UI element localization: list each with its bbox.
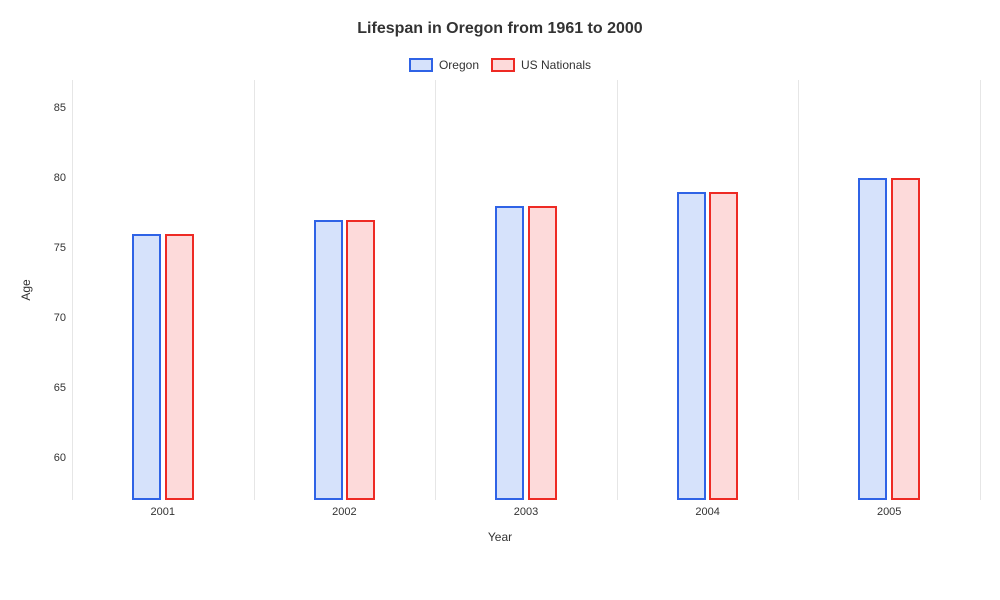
plot-area <box>72 80 980 500</box>
y-tick: 80 <box>54 172 66 184</box>
lifespan-chart: Lifespan in Oregon from 1961 to 2000 Ore… <box>0 0 1000 600</box>
x-tick: 2003 <box>514 506 538 518</box>
x-tick: 2001 <box>151 506 175 518</box>
x-tick: 2004 <box>695 506 719 518</box>
plot-zone: Age 606570758085 <box>20 80 980 500</box>
legend-label: Oregon <box>439 58 479 72</box>
category-group <box>798 80 980 500</box>
y-axis: 60 65 70 75 80 85 <box>20 80 72 500</box>
bar <box>528 206 557 500</box>
x-tick: 2005 <box>877 506 901 518</box>
bar <box>709 192 738 500</box>
legend-item: Oregon <box>409 58 479 72</box>
legend-swatch <box>491 58 515 72</box>
y-tick: 85 <box>54 102 66 114</box>
bar <box>891 178 920 500</box>
bar <box>132 234 161 500</box>
legend-label: US Nationals <box>521 58 591 72</box>
legend-item: US Nationals <box>491 58 591 72</box>
y-tick: 70 <box>54 312 66 324</box>
bar <box>165 234 194 500</box>
bar <box>677 192 706 500</box>
bar <box>495 206 524 500</box>
chart-title: Lifespan in Oregon from 1961 to 2000 <box>20 20 980 38</box>
y-tick: 65 <box>54 382 66 394</box>
y-tick: 60 <box>54 452 66 464</box>
legend-swatch <box>409 58 433 72</box>
bar <box>346 220 375 500</box>
x-axis-label: Year <box>20 530 980 544</box>
bar <box>314 220 343 500</box>
category-group <box>617 80 799 500</box>
category-group <box>72 80 254 500</box>
x-tick: 2002 <box>332 506 356 518</box>
bar <box>858 178 887 500</box>
y-tick: 75 <box>54 242 66 254</box>
grid-line <box>980 80 981 500</box>
legend: Oregon US Nationals <box>20 58 980 72</box>
x-axis-ticks: 2001 2002 2003 2004 2005 <box>72 500 980 528</box>
category-group <box>435 80 617 500</box>
category-group <box>254 80 436 500</box>
